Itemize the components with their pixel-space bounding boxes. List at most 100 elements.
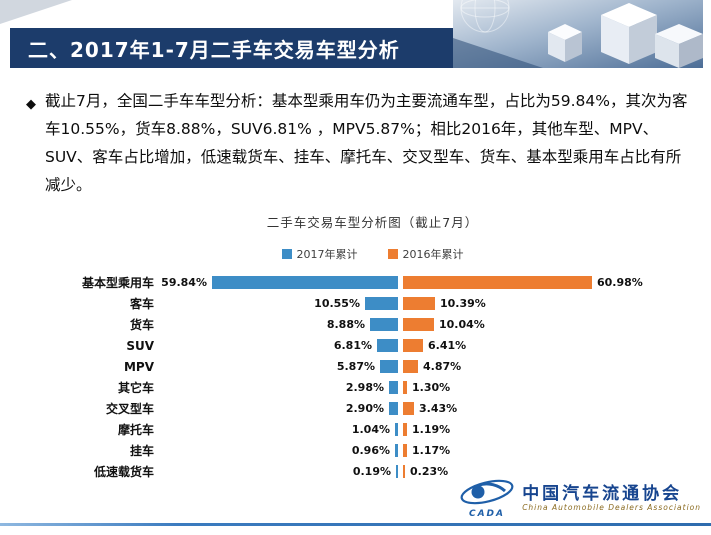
right-bar-zone: 60.98%	[400, 276, 700, 289]
bar-2017	[377, 339, 398, 352]
header-graphic	[453, 0, 703, 68]
left-bar-zone: 6.81%	[160, 339, 400, 352]
right-bar-zone: 3.43%	[400, 402, 700, 415]
value-label-2016: 10.04%	[439, 318, 485, 331]
page-title: 二、2017年1-7月二手车交易车型分析	[28, 37, 400, 62]
value-label-2016: 1.30%	[412, 381, 451, 394]
body-text: 截止7月，全国二手车车型分析：基本型乘用车仍为主要流通车型，占比为59.84%，…	[45, 92, 688, 194]
value-label-2016: 1.19%	[412, 423, 451, 436]
legend-label-2016: 2016年累计	[402, 248, 464, 261]
value-label-2017: 59.84%	[161, 276, 207, 289]
legend-swatch-2016	[387, 249, 398, 259]
bar-2017	[380, 360, 398, 373]
bar-2017	[370, 318, 398, 331]
right-bar-zone: 10.39%	[400, 297, 700, 310]
boxes-globe-illustration	[453, 0, 703, 68]
value-label-2017: 2.90%	[345, 402, 384, 415]
bar-2017	[212, 276, 398, 289]
legend-label-2017: 2017年累计	[296, 248, 358, 261]
left-bar-zone: 2.98%	[160, 381, 400, 394]
bar-2016	[403, 339, 423, 352]
bar-2017	[395, 423, 398, 436]
value-label-2016: 10.39%	[440, 297, 486, 310]
chart-category-label: 客车	[129, 297, 154, 311]
bar-2017	[395, 444, 398, 457]
value-label-2017: 2.98%	[345, 381, 384, 394]
left-bar-zone: 1.04%	[160, 423, 400, 436]
bar-2016	[403, 360, 418, 373]
chart-legend: 2017年累计 2016年累计	[45, 246, 700, 262]
bar-2016	[403, 402, 414, 415]
value-label-2016: 60.98%	[597, 276, 643, 289]
value-label-2017: 0.96%	[351, 444, 390, 457]
left-bar-zone: 10.55%	[160, 297, 400, 310]
chart: 二手车交易车型分析图（截止7月） 2017年累计 2016年累计 基本型乘用车 5…	[45, 212, 700, 482]
bar-2017	[389, 402, 398, 415]
chart-row: 其它车 2.98% 1.30%	[45, 377, 700, 398]
value-label-2016: 6.41%	[428, 339, 467, 352]
legend-item-2016: 2016年累计	[387, 246, 464, 262]
body-paragraph: ◆ 截止7月，全国二手车车型分析：基本型乘用车仍为主要流通车型，占比为59.84…	[26, 88, 692, 200]
bar-2016	[403, 465, 405, 478]
chart-row: 摩托车 1.04% 1.19%	[45, 419, 700, 440]
left-bar-zone: 0.96%	[160, 444, 400, 457]
cada-abbreviation: CADA	[469, 509, 505, 519]
bar-2016	[403, 318, 434, 331]
logo-english-name: China Automobile Dealers Association	[522, 503, 701, 513]
left-bar-zone: 0.19%	[160, 465, 400, 478]
chart-category-label: 货车	[129, 318, 154, 332]
chart-category-label: 低速载货车	[93, 465, 154, 479]
chart-row: 低速载货车 0.19% 0.23%	[45, 461, 700, 482]
left-bar-zone: 59.84%	[160, 276, 400, 289]
right-bar-zone: 4.87%	[400, 360, 700, 373]
value-label-2017: 10.55%	[314, 297, 360, 310]
right-bar-zone: 6.41%	[400, 339, 700, 352]
chart-rows: 基本型乘用车 59.84% 60.98% 客车 10.55% 10.39% 货车 8.88% 1…	[45, 272, 700, 482]
chart-category-label: MPV	[123, 359, 154, 374]
cada-logo: CADA 中国汽车流通协会 China Automobile Dealers A…	[458, 478, 701, 520]
chart-row: MPV 5.87% 4.87%	[45, 356, 700, 377]
bar-2016	[403, 444, 407, 457]
legend-swatch-2017	[281, 249, 292, 259]
chart-row: SUV 6.81% 6.41%	[45, 335, 700, 356]
value-label-2017: 6.81%	[333, 339, 372, 352]
bar-2017	[389, 381, 398, 394]
left-bar-zone: 2.90%	[160, 402, 400, 415]
footer-accent-line	[0, 523, 711, 526]
right-bar-zone: 1.30%	[400, 381, 700, 394]
chart-row: 货车 8.88% 10.04%	[45, 314, 700, 335]
right-bar-zone: 1.17%	[400, 444, 700, 457]
value-label-2016: 0.23%	[410, 465, 449, 478]
legend-item-2017: 2017年累计	[281, 246, 358, 262]
right-bar-zone: 1.19%	[400, 423, 700, 436]
value-label-2017: 8.88%	[326, 318, 365, 331]
bar-2016	[403, 297, 435, 310]
chart-category-label: 摩托车	[117, 423, 154, 437]
logo-text: 中国汽车流通协会 China Automobile Dealers Associ…	[522, 483, 701, 513]
right-bar-zone: 10.04%	[400, 318, 700, 331]
right-bar-zone: 0.23%	[400, 465, 700, 478]
chart-category-label: 其它车	[117, 381, 154, 395]
value-label-2016: 1.17%	[412, 444, 451, 457]
chart-category-label: 基本型乘用车	[81, 276, 154, 290]
chart-category-label: 挂车	[129, 444, 154, 458]
value-label-2016: 4.87%	[423, 360, 462, 373]
logo-chinese-name: 中国汽车流通协会	[522, 483, 683, 504]
left-bar-zone: 5.87%	[160, 360, 400, 373]
corner-accent	[0, 0, 72, 24]
chart-category-label: 交叉型车	[105, 402, 154, 416]
value-label-2016: 3.43%	[419, 402, 458, 415]
value-label-2017: 5.87%	[336, 360, 375, 373]
chart-title: 二手车交易车型分析图（截止7月）	[266, 215, 479, 230]
chart-row: 客车 10.55% 10.39%	[45, 293, 700, 314]
bar-2016	[403, 381, 407, 394]
left-bar-zone: 8.88%	[160, 318, 400, 331]
diamond-bullet: ◆	[26, 97, 36, 112]
chart-row: 交叉型车 2.90% 3.43%	[45, 398, 700, 419]
value-label-2017: 0.19%	[352, 465, 391, 478]
chart-row: 挂车 0.96% 1.17%	[45, 440, 700, 461]
chart-category-label: SUV	[126, 338, 154, 353]
chart-row: 基本型乘用车 59.84% 60.98%	[45, 272, 700, 293]
bar-2016	[403, 276, 592, 289]
